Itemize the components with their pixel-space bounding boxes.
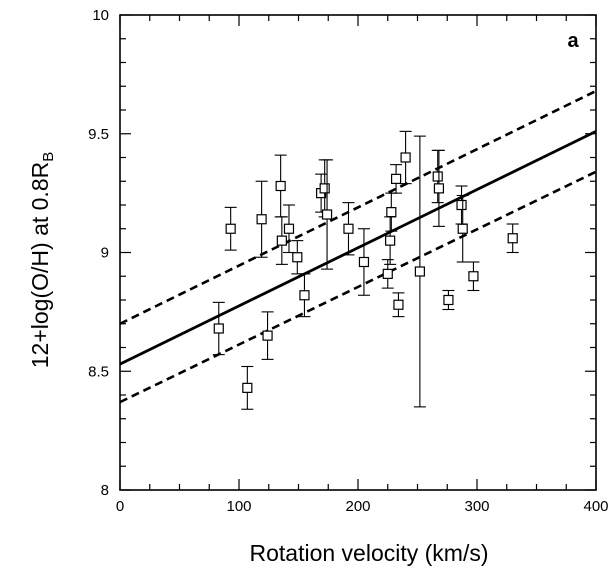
y-tick-label: 10 bbox=[92, 7, 109, 24]
data-point bbox=[241, 365, 254, 410]
y-axis-label: 12+log(O/H) at 0.8RB bbox=[27, 152, 57, 368]
x-tick-label: 0 bbox=[116, 498, 124, 515]
data-point bbox=[381, 259, 394, 289]
data-point bbox=[274, 154, 287, 218]
lower-bound-line bbox=[119, 170, 597, 404]
data-point bbox=[431, 149, 444, 204]
data-point bbox=[291, 240, 304, 275]
panel-label: a bbox=[567, 30, 579, 52]
point-marker bbox=[432, 171, 443, 182]
y-tick-label: 8.5 bbox=[88, 363, 109, 380]
point-marker bbox=[292, 252, 303, 263]
x-tick-label: 300 bbox=[464, 498, 489, 515]
data-point bbox=[467, 261, 480, 292]
data-point bbox=[342, 202, 355, 256]
point-marker bbox=[400, 152, 411, 163]
data-point bbox=[255, 180, 268, 258]
data-point bbox=[399, 130, 412, 185]
point-marker bbox=[386, 207, 397, 218]
y-axis-label-subscript: B bbox=[40, 152, 57, 162]
plot-frame bbox=[119, 14, 597, 491]
point-marker bbox=[433, 183, 445, 194]
data-point bbox=[432, 149, 445, 227]
data-point bbox=[321, 159, 334, 270]
point-marker bbox=[443, 294, 454, 306]
point-marker bbox=[319, 183, 330, 194]
point-marker bbox=[283, 223, 295, 234]
point-marker bbox=[358, 256, 370, 268]
data-point bbox=[455, 185, 468, 225]
point-marker bbox=[299, 290, 310, 301]
data-point bbox=[442, 289, 455, 311]
point-marker bbox=[213, 323, 224, 334]
data-point bbox=[506, 223, 519, 254]
x-tick-label: 400 bbox=[583, 498, 608, 515]
point-marker bbox=[456, 199, 467, 211]
data-point bbox=[384, 216, 397, 265]
point-marker bbox=[507, 233, 518, 244]
point-marker bbox=[468, 271, 479, 282]
point-marker bbox=[225, 223, 236, 234]
data-point bbox=[212, 301, 225, 356]
data-point bbox=[390, 164, 403, 194]
point-marker bbox=[390, 173, 402, 184]
data-point bbox=[275, 216, 288, 265]
point-marker bbox=[321, 209, 333, 220]
data-point bbox=[392, 292, 405, 318]
data-point bbox=[413, 135, 426, 408]
x-tick-label: 100 bbox=[226, 498, 251, 515]
upper-bound-line bbox=[119, 89, 597, 325]
point-marker bbox=[385, 235, 396, 246]
y-tick-label: 8 bbox=[101, 482, 109, 499]
point-marker bbox=[262, 330, 273, 341]
point-marker bbox=[414, 266, 425, 277]
point-marker bbox=[393, 299, 404, 310]
point-marker bbox=[343, 223, 354, 234]
data-point bbox=[298, 273, 311, 318]
data-point bbox=[224, 206, 237, 251]
y-axis-label-main: 12+log(O/H) at 0.8R bbox=[27, 162, 53, 368]
fit-line bbox=[119, 130, 597, 366]
y-tick-label: 9.5 bbox=[88, 126, 109, 143]
point-marker bbox=[256, 214, 267, 225]
data-point bbox=[385, 192, 398, 232]
data-point bbox=[318, 159, 331, 218]
point-marker bbox=[457, 223, 468, 234]
x-tick-label: 200 bbox=[345, 498, 370, 515]
point-marker bbox=[275, 180, 286, 192]
point-marker bbox=[382, 268, 393, 279]
data-point bbox=[261, 311, 274, 360]
x-axis-label: Rotation velocity (km/s) bbox=[249, 540, 488, 566]
data-point bbox=[357, 228, 370, 296]
point-marker bbox=[276, 235, 287, 246]
point-marker bbox=[242, 382, 253, 393]
data-point bbox=[456, 194, 469, 263]
y-tick-label: 9 bbox=[101, 245, 109, 262]
